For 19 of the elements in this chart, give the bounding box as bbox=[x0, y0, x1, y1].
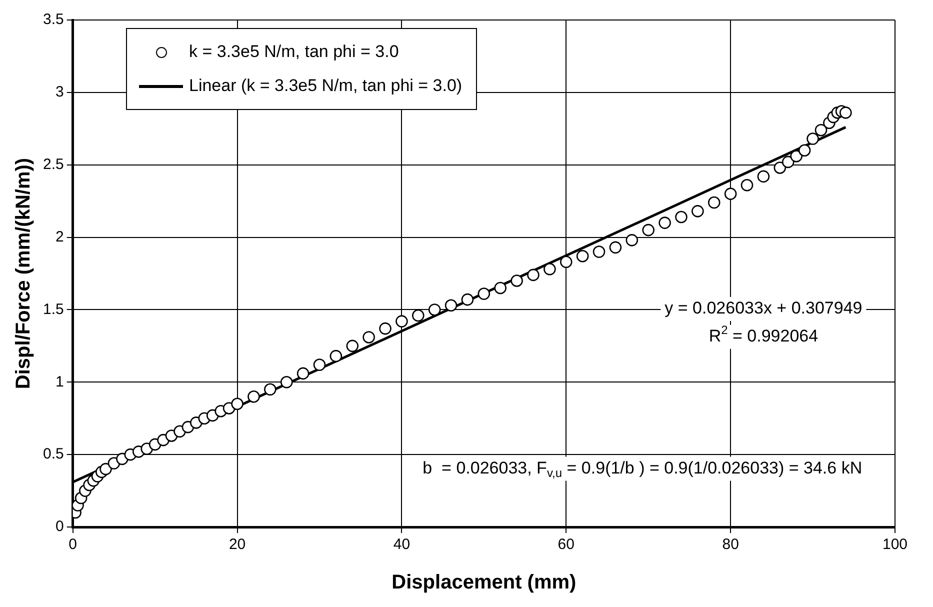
y-tick-label: 1 bbox=[56, 373, 64, 390]
y-tick-label: 1.5 bbox=[42, 300, 64, 318]
x-tick-label: 80 bbox=[722, 536, 739, 554]
x-tick-label: 0 bbox=[68, 536, 78, 554]
y-tick-label: 3.5 bbox=[42, 11, 64, 28]
y-tick-label: 2 bbox=[56, 228, 64, 246]
y-tick-label: 0.5 bbox=[42, 446, 64, 463]
legend-label: k = 3.3e5 N/m, tan phi = 3.0 bbox=[189, 42, 399, 62]
y-tick-label: 3 bbox=[56, 84, 64, 101]
x-tick-label: 60 bbox=[558, 536, 574, 554]
x-axis-title: Displacement (mm) bbox=[392, 572, 576, 594]
x-tick-label: 40 bbox=[393, 536, 410, 554]
legend-label: Linear (k = 3.3e5 N/m, tan phi = 3.0) bbox=[189, 76, 462, 96]
y-axis-title: Displ/Force (mm/(kN/m)) bbox=[12, 158, 35, 390]
x-tick-label: 100 bbox=[882, 536, 908, 554]
y-tick-label: 0 bbox=[56, 518, 64, 536]
x-tick-label: 20 bbox=[228, 536, 246, 554]
annotation: y = 0.026033x + 0.307949 bbox=[664, 298, 862, 318]
y-tick-label: 2.5 bbox=[42, 156, 64, 173]
